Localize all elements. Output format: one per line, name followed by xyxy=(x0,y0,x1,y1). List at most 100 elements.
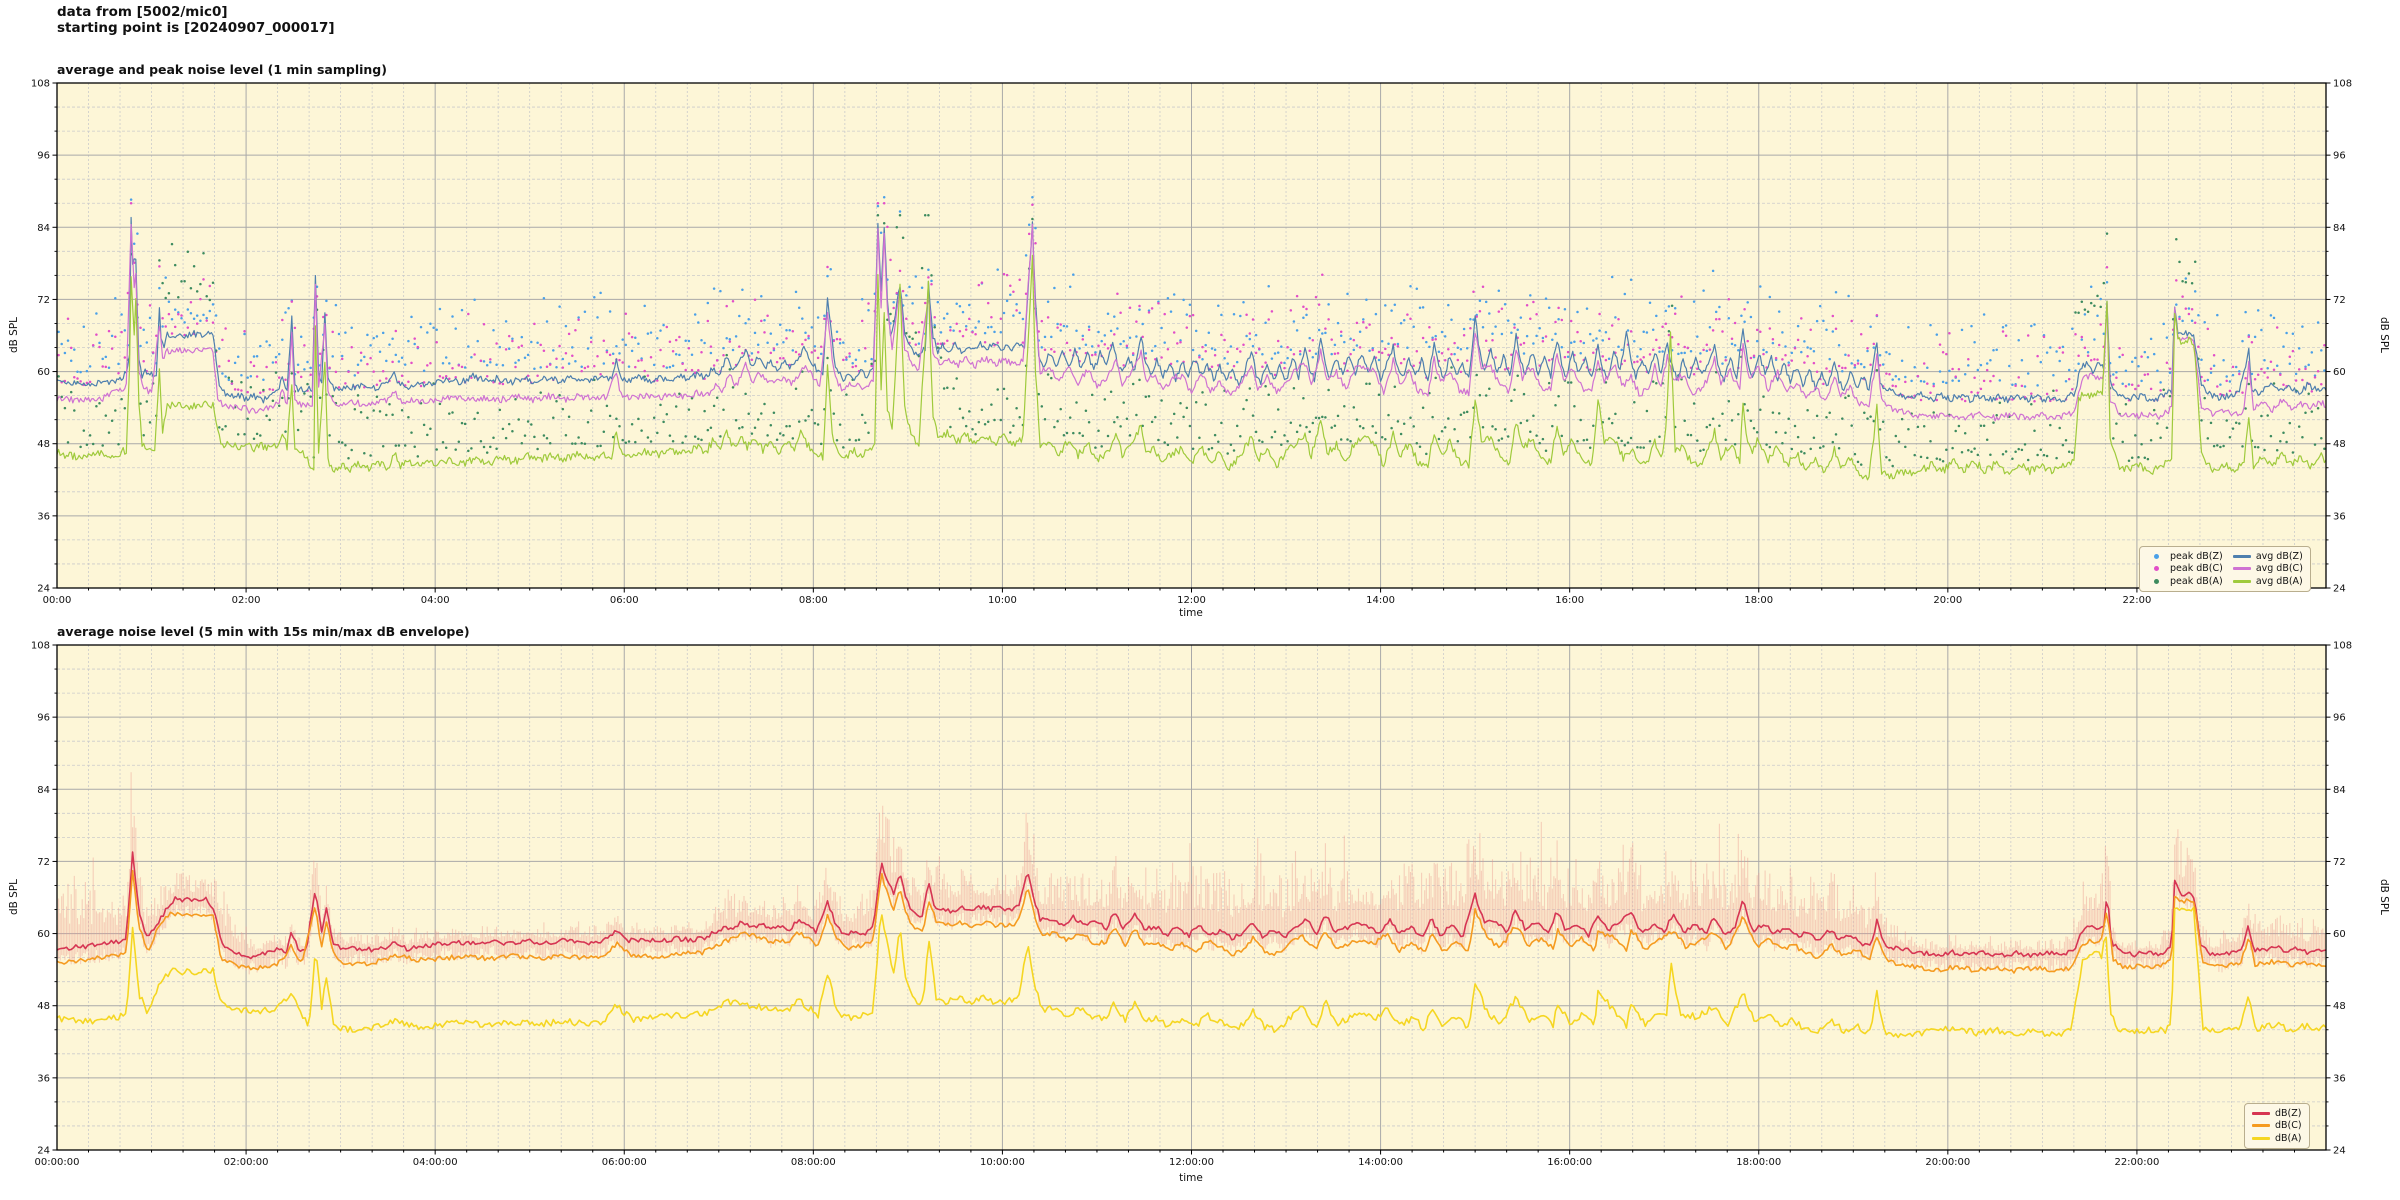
svg-text:72: 72 xyxy=(2333,295,2346,306)
svg-text:08:00: 08:00 xyxy=(799,595,828,606)
legend-item-avg-dbc: avg dB(C) xyxy=(2232,563,2303,576)
chart-bottom-average-envelope: 00:00:00 02:00:00 04:00:00 06:00:00 08:00:00… xyxy=(31,641,2352,1169)
legend-label: dB(Z) xyxy=(2275,1107,2302,1119)
svg-text:36: 36 xyxy=(2333,1073,2346,1084)
svg-text:108: 108 xyxy=(31,641,50,652)
svg-text:48: 48 xyxy=(37,1001,50,1012)
svg-text:48: 48 xyxy=(2333,1001,2346,1012)
svg-text:24: 24 xyxy=(37,584,50,595)
svg-text:84: 84 xyxy=(2333,223,2346,234)
peak-dbz-dot-icon xyxy=(2147,553,2165,559)
svg-text:22:00: 22:00 xyxy=(2123,595,2152,606)
chart1-avg-lines xyxy=(56,216,2327,481)
chart1-xaxis-label: time xyxy=(1179,607,1203,619)
chart1-title: average and peak noise level (1 min samp… xyxy=(57,62,387,77)
peak-dbc-dot-icon xyxy=(2147,566,2165,572)
svg-text:84: 84 xyxy=(37,223,50,234)
svg-text:60: 60 xyxy=(37,367,50,378)
svg-text:36: 36 xyxy=(37,511,50,522)
svg-text:96: 96 xyxy=(37,713,50,724)
svg-text:96: 96 xyxy=(37,151,50,162)
legend-label: avg dB(C) xyxy=(2255,563,2303,575)
chart2-legend: dB(Z) dB(C) dB(A) xyxy=(2244,1103,2310,1149)
svg-text:84: 84 xyxy=(2333,785,2346,796)
header-line1: data from [5002/mic0] xyxy=(57,4,228,20)
svg-text:02:00:00: 02:00:00 xyxy=(224,1157,269,1168)
dba-line-icon xyxy=(2252,1136,2270,1140)
dbc-line-icon xyxy=(2252,1124,2270,1128)
avg-dba-line-icon xyxy=(2232,579,2251,583)
svg-text:72: 72 xyxy=(2333,857,2346,868)
svg-text:10:00:00: 10:00:00 xyxy=(980,1157,1025,1168)
chart-top-avg-peak: 00:00 02:00 04:00 06:00 08:00 10:00 12:00 14:00… xyxy=(31,79,2352,607)
chart1-axes: 00:00 02:00 04:00 06:00 08:00 10:00 12:00 14:00… xyxy=(31,79,2352,607)
svg-text:14:00: 14:00 xyxy=(1366,595,1395,606)
legend-label: avg dB(Z) xyxy=(2255,550,2303,562)
figure-header: data from [5002/mic0] starting point is [… xyxy=(57,4,335,36)
svg-text:04:00:00: 04:00:00 xyxy=(413,1157,458,1168)
chart1-yaxis-label-right: dB SPL xyxy=(2378,316,2390,354)
header-line2: starting point is [20240907_000017] xyxy=(57,20,335,36)
svg-text:06:00: 06:00 xyxy=(610,595,639,606)
legend-label: peak dB(Z) xyxy=(2170,550,2223,562)
svg-text:60: 60 xyxy=(2333,929,2346,940)
svg-text:12:00: 12:00 xyxy=(1177,595,1206,606)
chart2-yaxis-label-left: dB SPL xyxy=(8,878,20,916)
svg-text:24: 24 xyxy=(37,1146,50,1157)
svg-text:04:00: 04:00 xyxy=(421,595,450,606)
dbz-line-icon xyxy=(2252,1111,2270,1115)
legend-item-peak-dbz: peak dB(Z) xyxy=(2147,550,2223,563)
legend-item-dba: dB(A) xyxy=(2252,1132,2302,1145)
svg-text:18:00: 18:00 xyxy=(1744,595,1773,606)
svg-text:108: 108 xyxy=(2333,79,2352,90)
svg-text:20:00:00: 20:00:00 xyxy=(1925,1157,1970,1168)
svg-text:36: 36 xyxy=(2333,511,2346,522)
svg-text:22:00:00: 22:00:00 xyxy=(2114,1157,2159,1168)
legend-item-peak-dba: peak dB(A) xyxy=(2147,575,2223,588)
svg-text:16:00: 16:00 xyxy=(1555,595,1584,606)
svg-text:48: 48 xyxy=(2333,439,2346,450)
svg-text:00:00:00: 00:00:00 xyxy=(35,1157,80,1168)
svg-text:108: 108 xyxy=(2333,641,2352,652)
svg-text:08:00:00: 08:00:00 xyxy=(791,1157,836,1168)
svg-text:12:00:00: 12:00:00 xyxy=(1169,1157,1214,1168)
peak-dba-dot-icon xyxy=(2147,578,2165,584)
legend-item-dbz: dB(Z) xyxy=(2252,1107,2302,1120)
legend-item-dbc: dB(C) xyxy=(2252,1120,2302,1133)
legend-item-avg-dbz: avg dB(Z) xyxy=(2232,550,2303,563)
svg-text:60: 60 xyxy=(37,929,50,940)
chart2-yaxis-label-right: dB SPL xyxy=(2378,878,2390,916)
svg-text:36: 36 xyxy=(37,1073,50,1084)
svg-text:18:00:00: 18:00:00 xyxy=(1736,1157,1781,1168)
svg-text:14:00:00: 14:00:00 xyxy=(1358,1157,1403,1168)
legend-label: peak dB(C) xyxy=(2170,563,2223,575)
legend-item-peak-dbc: peak dB(C) xyxy=(2147,563,2223,576)
svg-text:84: 84 xyxy=(37,785,50,796)
svg-text:24: 24 xyxy=(2333,1146,2346,1157)
svg-text:60: 60 xyxy=(2333,367,2346,378)
chart2-grid xyxy=(57,645,2326,1150)
chart2-avg-lines xyxy=(56,851,2327,1039)
svg-text:10:00: 10:00 xyxy=(988,595,1017,606)
legend-label: dB(C) xyxy=(2275,1120,2302,1132)
chart2-xaxis-label: time xyxy=(1179,1172,1203,1184)
chart1-yaxis-label-left: dB SPL xyxy=(8,316,20,354)
avg-dbc-line-icon xyxy=(2232,567,2251,571)
svg-text:02:00: 02:00 xyxy=(232,595,261,606)
chart2-axes: 00:00:00 02:00:00 04:00:00 06:00:00 08:00:00… xyxy=(31,641,2352,1169)
avg-dbz-line-icon xyxy=(2232,554,2251,558)
svg-text:96: 96 xyxy=(2333,151,2346,162)
svg-text:24: 24 xyxy=(2333,584,2346,595)
svg-text:00:00: 00:00 xyxy=(43,595,72,606)
svg-text:06:00:00: 06:00:00 xyxy=(602,1157,647,1168)
legend-label: avg dB(A) xyxy=(2255,575,2303,587)
svg-text:108: 108 xyxy=(31,79,50,90)
legend-label: dB(A) xyxy=(2275,1132,2302,1144)
legend-item-avg-dba: avg dB(A) xyxy=(2232,575,2303,588)
svg-text:96: 96 xyxy=(2333,713,2346,724)
svg-text:72: 72 xyxy=(37,857,50,868)
legend-label: peak dB(A) xyxy=(2170,575,2223,587)
chart2-title: average noise level (5 min with 15s min/… xyxy=(57,624,470,639)
chart1-legend: peak dB(Z) peak dB(C) peak dB(A) avg dB(… xyxy=(2139,546,2311,592)
